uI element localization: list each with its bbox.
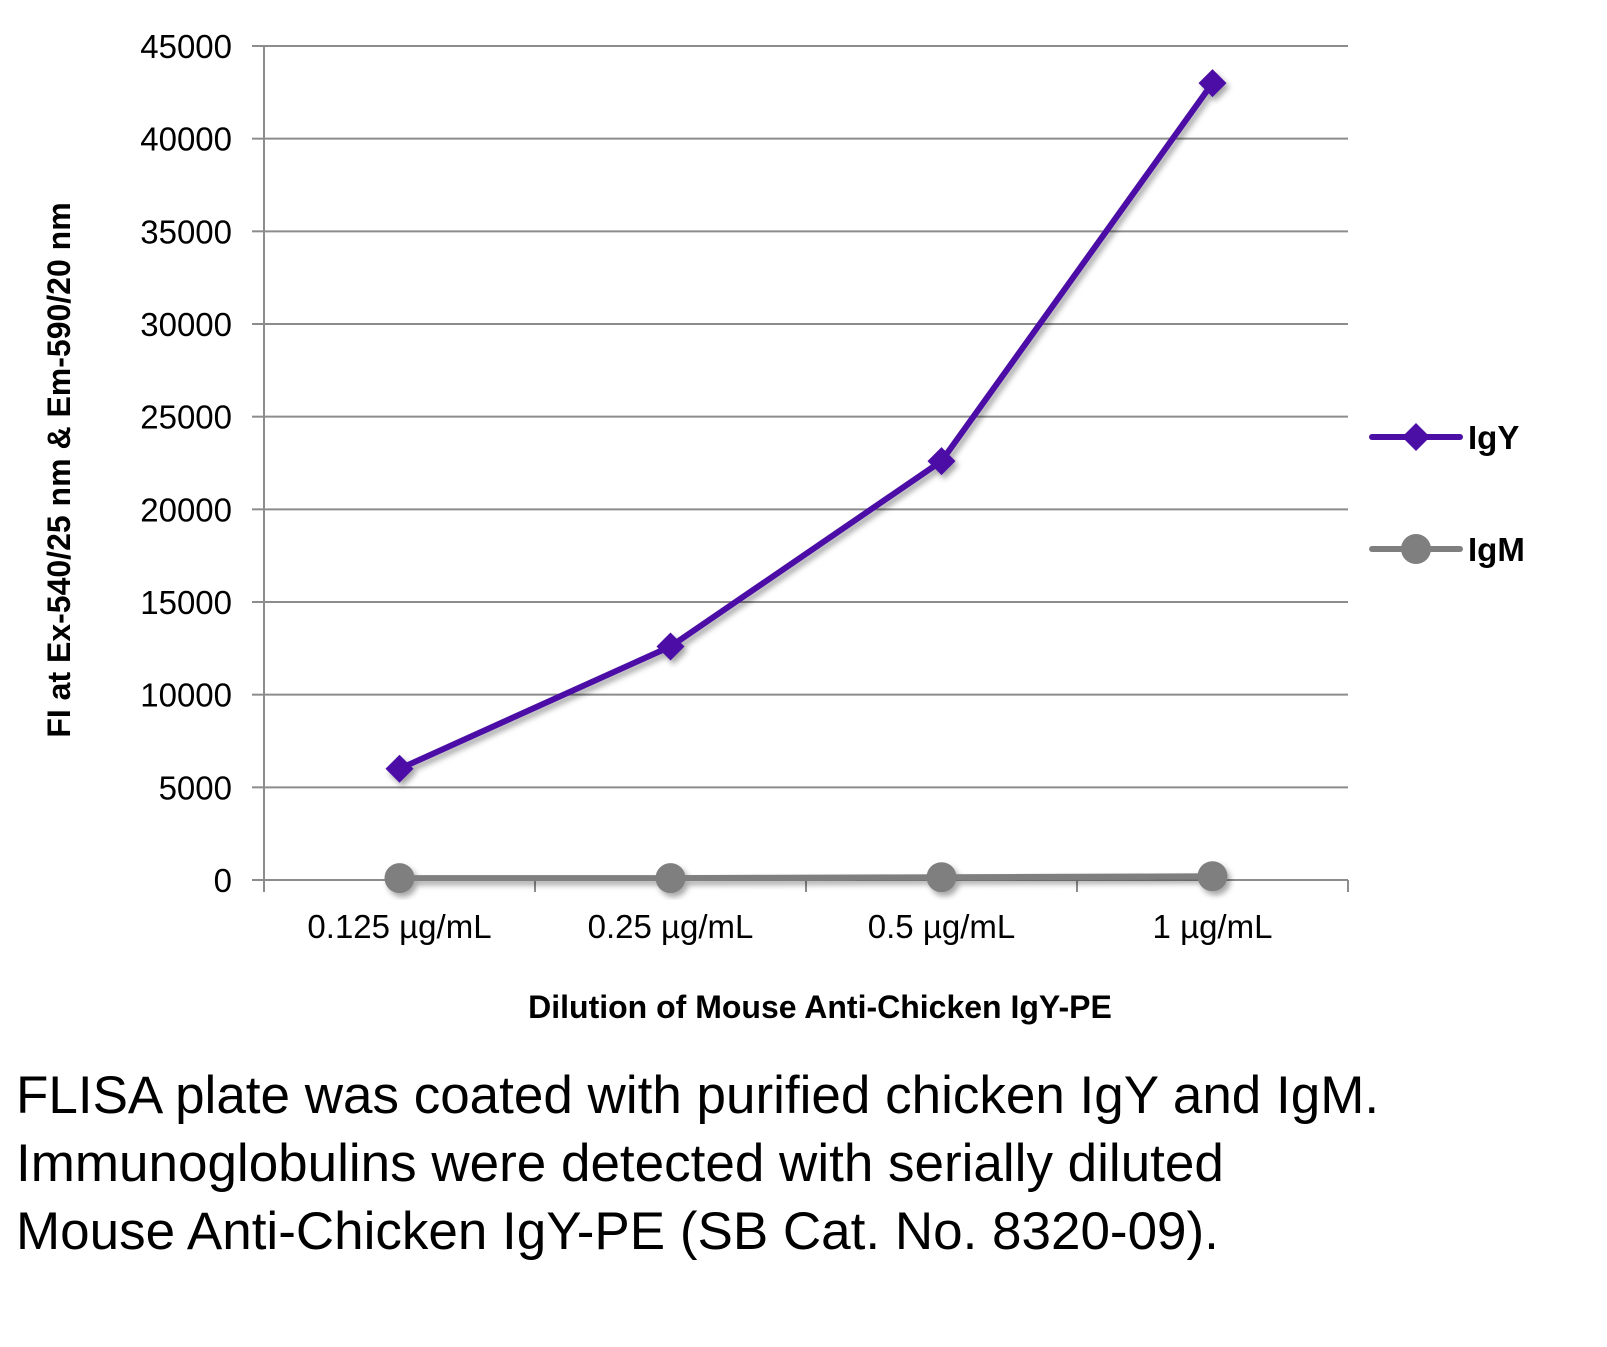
y-tick-label: 35000	[140, 213, 232, 250]
legend-marker	[1402, 423, 1430, 451]
x-tick-label: 0.5 µg/mL	[868, 908, 1015, 945]
data-point-igm	[926, 862, 957, 893]
data-point-igy	[385, 754, 414, 783]
data-point-igm	[1197, 861, 1228, 892]
series-igm	[384, 861, 1228, 894]
y-tick-label: 40000	[140, 121, 232, 158]
series-line-igy	[396, 80, 1216, 772]
series-igy	[385, 69, 1227, 783]
gridlines	[264, 45, 1348, 789]
legend-item-igm: IgM	[1369, 531, 1525, 568]
legend-marker	[1401, 534, 1431, 564]
x-axis-tick-labels: 0.125 µg/mL 0.25 µg/mL 0.5 µg/mL 1 µg/mL	[307, 908, 1272, 945]
data-point-igy	[927, 447, 956, 476]
axes	[252, 45, 1349, 892]
y-tick-label: 10000	[140, 677, 232, 714]
legend: IgY IgM	[1369, 419, 1525, 568]
figure-caption: FLISA plate was coated with purified chi…	[16, 1066, 1380, 1261]
x-tick-label: 1 µg/mL	[1153, 908, 1273, 945]
x-axis-title: Dilution of Mouse Anti-Chicken IgY-PE	[528, 989, 1112, 1025]
y-tick-label: 25000	[140, 399, 232, 436]
x-tick-label: 0.125 µg/mL	[307, 908, 491, 945]
legend-label: IgM	[1468, 531, 1525, 568]
y-axis-tick-labels: 0 5000 10000 15000 20000 25000 30000 35000 40000…	[140, 28, 232, 899]
data-point-igy	[656, 632, 685, 661]
y-tick-label: 15000	[140, 584, 232, 621]
y-tick-label: 30000	[140, 306, 232, 343]
data-point-igm	[384, 863, 415, 894]
y-tick-label: 20000	[140, 491, 232, 528]
series-layer	[384, 69, 1228, 894]
y-axis-title: FI at Ex-540/25 nm & Em-590/20 nm	[41, 202, 77, 737]
line-chart: 0 5000 10000 15000 20000 25000 30000 35000 40000…	[41, 28, 1525, 1025]
y-tick-label: 5000	[159, 769, 232, 806]
y-tick-label: 45000	[140, 28, 232, 65]
x-tick-label: 0.25 µg/mL	[588, 908, 754, 945]
data-point-igy	[1198, 69, 1227, 98]
data-point-igm	[655, 863, 686, 894]
y-tick-label: 0	[214, 862, 232, 899]
legend-label: IgY	[1468, 419, 1519, 456]
series-line-igm	[396, 873, 1216, 882]
legend-item-igy: IgY	[1369, 419, 1519, 456]
